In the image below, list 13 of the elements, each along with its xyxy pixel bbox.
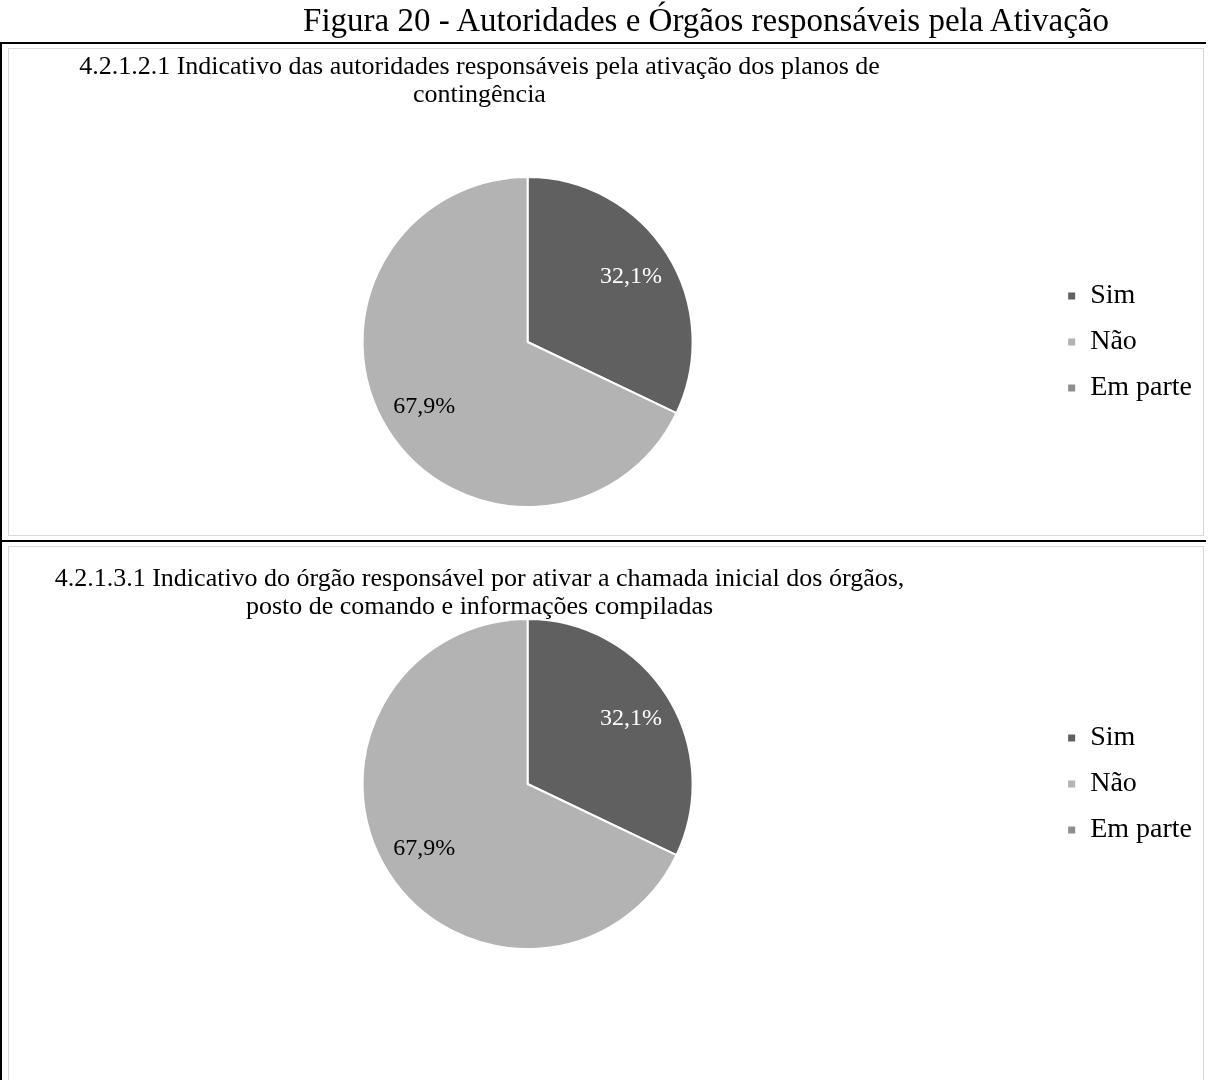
data-label: 67,9% xyxy=(393,392,456,419)
chart-subtitle: 4.2.1.2.1 Indicativo das autoridades responsáveis pela ativação dos planos de contingência xyxy=(78,51,881,108)
legend-label: Sim xyxy=(1090,720,1136,752)
chart-title: 4.2.1.3.1 Indicativo do órgão responsável por ativar a chamada inicial dos órgãos, posto de comando e informações compiladas xyxy=(53,563,906,620)
legend-label: Não xyxy=(1090,324,1137,356)
data-label: 32,1% xyxy=(599,704,662,731)
data-label: 67,9% xyxy=(393,834,456,861)
data-label: 32,1% xyxy=(599,262,662,289)
legend-label: Não xyxy=(1090,766,1137,798)
legend-label: Em parte xyxy=(1090,370,1192,402)
legend-label: Sim xyxy=(1090,278,1136,310)
chart-title: Figura 20 - Autoridades e Órgãos responsáveis pela Ativação xyxy=(302,1,1110,39)
legend-label: Em parte xyxy=(1090,812,1192,844)
